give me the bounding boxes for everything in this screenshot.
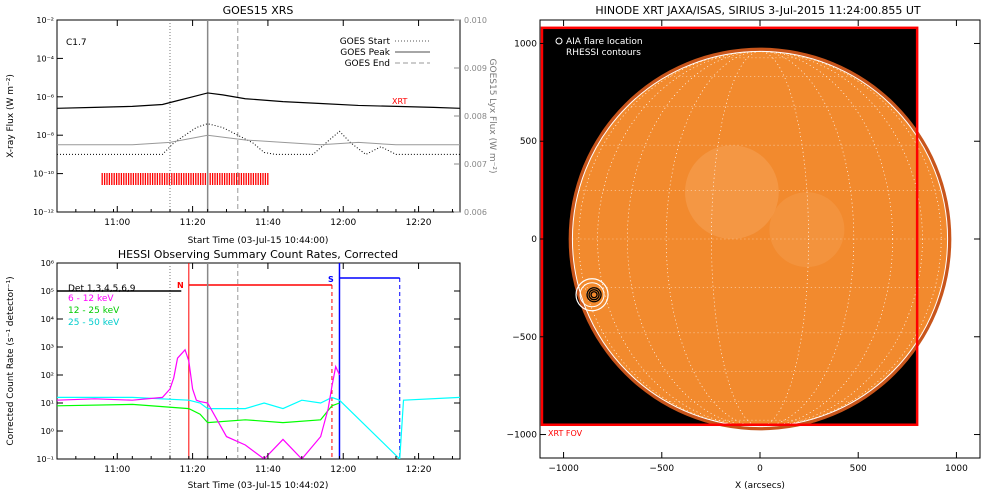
goes-y2-tick-label: 0.008 xyxy=(464,112,487,121)
goes-legend-start: GOES Start xyxy=(340,37,391,47)
hessi-x-tick-label: 12:00 xyxy=(330,465,356,475)
xrt-title: HINODE XRT JAXA/ISAS, SIRIUS 3-Jul-2015 … xyxy=(595,4,921,17)
goes-y2-tick-label: 0.010 xyxy=(464,16,487,25)
xrt-y-tick-label: 1000 xyxy=(514,39,537,49)
hessi-axes-frame xyxy=(56,262,461,460)
goes-y-tick-label: 10⁻¹⁰ xyxy=(33,170,54,179)
goes-short-channel-line xyxy=(57,123,460,155)
hessi-x-tick-label: 12:20 xyxy=(406,465,432,475)
hessi-legend-6-12: 6 - 12 keV xyxy=(68,294,114,304)
hessi-saa-label: S xyxy=(328,275,334,284)
hessi-xlabel: Start Time (03-Jul-15 10:44:02) xyxy=(188,481,329,491)
xrt-plot-area xyxy=(540,26,952,431)
rhessi-contour xyxy=(590,291,598,299)
xrt-x-tick-label: 500 xyxy=(850,464,867,474)
hessi-ylabel: Corrected Count Rate (s⁻¹ detector⁻¹) xyxy=(6,276,16,445)
hessi-night-label: N xyxy=(177,281,184,290)
hessi-plot-area xyxy=(57,263,460,459)
xrt-legend-rhessi: RHESSI contours xyxy=(566,48,641,58)
xrt-x-tick-label: −500 xyxy=(649,464,674,474)
hessi-y-tick-label: 10³ xyxy=(41,343,54,352)
hessi-y-tick-label: 10⁴ xyxy=(41,315,54,324)
sun-longitude-line xyxy=(597,51,923,427)
hessi-y-tick-label: 10² xyxy=(41,371,54,380)
hessi-panel: HESSI Observing Summary Count Rates, Cor… xyxy=(6,248,461,491)
hessi-y-tick-label: 10⁰ xyxy=(41,427,54,436)
hessi-legend-25-50: 25 - 50 keV xyxy=(68,318,120,328)
aia-location-icon xyxy=(555,37,563,45)
hessi-axes: 11:00 11:20 11:40 12:00 12:20 10⁻¹ 10⁰ 10¹ 10² 10… xyxy=(36,259,460,475)
sun-bright-region xyxy=(769,192,845,268)
goes-axes: 11:00 11:20 11:40 12:00 12:20 10⁻¹² 10⁻¹⁰ 10⁻⁸ 1… xyxy=(33,16,487,228)
goes-class-label: C1.7 xyxy=(66,38,87,48)
sun-limb-outline xyxy=(571,50,949,428)
goes-panel: GOES15 XRS 11:00 11:20 11:40 12:00 12:20 10⁻¹… xyxy=(6,4,497,246)
goes-x-tick-label: 12:00 xyxy=(330,218,356,228)
goes-xlabel: Start Time (03-Jul-15 10:44:00) xyxy=(188,236,329,246)
goes-long-channel-line xyxy=(57,92,460,109)
goes-y-tick-label: 10⁻² xyxy=(36,16,54,25)
sun-longitude-line xyxy=(711,51,809,427)
hessi-title: HESSI Observing Summary Count Rates, Cor… xyxy=(118,248,398,261)
goes-y2label: GOES15 Lyx Flux (W m⁻²) xyxy=(487,59,497,174)
hessi-y-tick-label: 10⁵ xyxy=(41,287,54,296)
aia-flare-location-circle xyxy=(575,278,609,312)
hessi-25-50kev-line xyxy=(57,396,460,459)
goes-y-tick-label: 10⁻¹² xyxy=(33,208,54,217)
rhessi-contour xyxy=(588,289,600,301)
goes-y2-tick-label: 0.009 xyxy=(464,64,487,73)
goes-legend-end: GOES End xyxy=(345,59,390,69)
goes-x-tick-label: 11:20 xyxy=(180,218,206,228)
sun-longitude-line xyxy=(665,51,855,427)
xrt-y-tick-label: 0 xyxy=(531,235,537,245)
goes-legend-peak: GOES Peak xyxy=(340,48,390,58)
hessi-6-12kev-line xyxy=(57,348,341,459)
goes-x-tick-label: 12:20 xyxy=(406,218,432,228)
xrt-x-tick-label: −1000 xyxy=(548,464,579,474)
hessi-x-tick-label: 11:40 xyxy=(255,465,281,475)
hessi-y-tick-label: 10¹ xyxy=(41,399,54,408)
rhessi-contour xyxy=(586,287,602,303)
hessi-legend-12-25: 12 - 25 keV xyxy=(68,306,120,316)
xrt-axes: −1000 −500 0 500 1000 −1000 −500 0 500 1000 xyxy=(507,20,980,474)
goes-x-tick-label: 11:00 xyxy=(104,218,130,228)
hessi-y-tick-label: 10⁻¹ xyxy=(36,455,54,464)
goes-y2-tick-label: 0.006 xyxy=(464,208,487,217)
hessi-y-tick-label: 10⁶ xyxy=(41,259,54,268)
goes-title: GOES15 XRS xyxy=(223,4,294,17)
xrt-x-tick-label: 1000 xyxy=(945,464,968,474)
goes-xrt-label: XRT xyxy=(392,97,407,106)
xrt-fov-label: XRT FOV xyxy=(548,429,583,438)
hessi-x-tick-label: 11:20 xyxy=(180,465,206,475)
xrt-y-tick-label: −500 xyxy=(512,333,537,343)
goes-x-tick-label: 11:40 xyxy=(255,218,281,228)
hessi-x-tick-label: 11:00 xyxy=(104,465,130,475)
sun-bright-region xyxy=(684,145,779,239)
goes-y-tick-label: 10⁻⁴ xyxy=(36,54,54,63)
goes-y-tick-label: 10⁻⁸ xyxy=(36,131,54,140)
goes-ylabel: X-ray Flux (W m⁻²) xyxy=(6,74,16,158)
goes-y2-tick-label: 0.007 xyxy=(464,160,487,169)
goes-y-tick-label: 10⁻⁶ xyxy=(36,93,54,102)
xrt-legend-aia: AIA flare location xyxy=(566,37,643,47)
xrt-xlabel: X (arcsecs) xyxy=(735,481,785,491)
xrt-panel: HINODE XRT JAXA/ISAS, SIRIUS 3-Jul-2015 … xyxy=(507,4,981,491)
hessi-12-25kev-line xyxy=(57,402,340,424)
xrt-legend: AIA flare location RHESSI contours xyxy=(555,37,643,58)
goes-lya-line xyxy=(57,134,460,146)
hessi-legend-det: Det 1,3,4,5,6,9 xyxy=(68,284,136,294)
goes-legend: GOES Start GOES Peak GOES End xyxy=(340,37,430,69)
xrt-y-tick-label: 500 xyxy=(520,137,537,147)
xrt-y-tick-label: −1000 xyxy=(507,431,538,441)
goes-plot-area xyxy=(57,20,460,212)
aia-flare-location-circle-inner xyxy=(579,282,605,308)
xrt-x-tick-label: 0 xyxy=(757,464,763,474)
hessi-legend: Det 1,3,4,5,6,9 6 - 12 keV 12 - 25 keV 2… xyxy=(68,284,136,328)
xrt-fov-box xyxy=(540,26,919,427)
